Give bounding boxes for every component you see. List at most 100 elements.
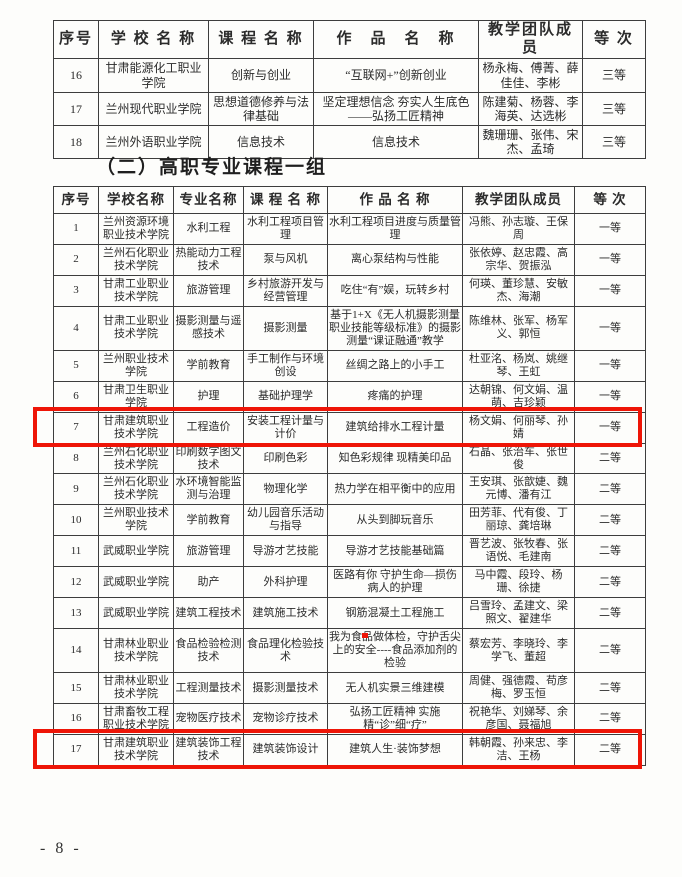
- table-cell: 3: [53, 274, 99, 307]
- table-cell: 二等: [574, 733, 646, 766]
- table-cell: 武威职业学院: [98, 597, 174, 630]
- table-cell: 18: [53, 124, 99, 160]
- table-row: 3 甘肃工业职业技术学院 旅游管理 乡村旅游开发与经营管理 吃住“有”娱，玩转乡村 何瑛、…: [53, 274, 646, 307]
- table-cell: 杜亚洺、杨岚、姚继琴、王虹: [462, 349, 575, 382]
- table-cell: 学前教育: [173, 504, 244, 537]
- table-cell: 物理化学: [243, 473, 328, 506]
- column-header: 等 次: [574, 186, 646, 214]
- table-cell: 13: [53, 597, 99, 630]
- table-row: 14 甘肃林业职业技术学院 食品检验检测技术 食品理化检验技术 我为食品做体检，守护舌尖…: [53, 628, 646, 674]
- table-cell: 韩朝霞、孙来忠、李洁、王杨: [462, 733, 575, 766]
- table-cell: 1: [53, 213, 99, 245]
- table-cell: 4: [53, 305, 99, 351]
- table-cell: 旅游管理: [173, 535, 244, 568]
- table-cell: 创新与创业: [208, 58, 314, 93]
- table-cell: 印刷数字图文技术: [173, 442, 244, 475]
- table-cell: 一等: [574, 349, 646, 382]
- table-row: 4 甘肃工业职业技术学院 摄影测量与遥感技术 摄影测量 基于1+X《无人机摄影测量职业技…: [53, 305, 646, 351]
- table-cell: 水利工程项目进度与质量管理: [327, 213, 463, 245]
- table-cell: 宠物诊疗技术: [243, 703, 328, 735]
- table-cell: 一等: [574, 243, 646, 276]
- table2-body: 1 兰州资源环境职业技术学院 水利工程 水利工程项目管理 水利工程项目进度与质量管理 冯熊…: [53, 213, 646, 766]
- table-cell: 知色彩规律 现精美印品: [327, 442, 463, 475]
- table-cell: 2: [53, 243, 99, 276]
- table-row: 13 武威职业学院 建筑工程技术 建筑施工技术 钢筋混凝土工程施工 吕雪玲、孟建文、梁照文…: [53, 597, 646, 630]
- table-cell: 魏珊珊、张伟、宋杰、孟琦: [478, 124, 583, 160]
- table-row: 16 甘肃畜牧工程职业技术学院 宠物医疗技术 宠物诊疗技术 弘扬工匠精神 实施精“诊”细…: [53, 703, 646, 735]
- table-cell: 热力学在相平衡中的应用: [327, 473, 463, 506]
- table-cell: 弘扬工匠精神 实施精“诊”细“疗”: [327, 703, 463, 735]
- table-cell: 泵与风机: [243, 243, 328, 276]
- table-cell: 医路有你 守护生命—损伤病人的护理: [327, 566, 463, 599]
- table-cell: 二等: [574, 703, 646, 735]
- table-cell: 兰州石化职业技术学院: [98, 442, 174, 475]
- table-cell: 14: [53, 628, 99, 674]
- table-row: 7 甘肃建筑职业技术学院 工程造价 安装工程计量与计价 建筑给排水工程计量 杨文娟、何丽琴…: [53, 411, 646, 444]
- table-cell: 马中霞、段玲、杨珊、徐捷: [462, 566, 575, 599]
- table-cell: 兰州现代职业学院: [98, 91, 209, 127]
- table-cell: 水利工程项目管理: [243, 213, 328, 245]
- table-cell: 杨文娟、何丽琴、孙婧: [462, 411, 575, 444]
- table-cell: 摄影测量与遥感技术: [173, 305, 244, 351]
- table-cell: 5: [53, 349, 99, 382]
- table-cell: 水利工程: [173, 213, 244, 245]
- table-cell: 杨永梅、傅菁、薛佳佳、李彬: [478, 58, 583, 93]
- table-cell: 冯熊、孙志璇、王保周: [462, 213, 575, 245]
- table-cell: 10: [53, 504, 99, 537]
- table-cell: 王安琪、张歆婕、魏元博、潘有江: [462, 473, 575, 506]
- table1-head: 序号学 校 名 称课 程 名 称作 品 名 称教学团队成员等 次: [53, 19, 646, 60]
- table-cell: 武威职业学院: [98, 566, 174, 599]
- column-header: 等 次: [582, 19, 646, 60]
- table-cell: 建筑装饰设计: [243, 733, 328, 766]
- column-header: 学 校 名 称: [98, 19, 209, 60]
- table-cell: 热能动力工程技术: [173, 243, 244, 276]
- table1-body: 16 甘肃能源化工职业学院 创新与创业 “互联网+”创新创业 杨永梅、傅菁、薛佳佳、李彬…: [53, 58, 646, 160]
- table-cell: 学前教育: [173, 349, 244, 382]
- table-cell: 田芳菲、代有俊、丁丽琼、龚培琳: [462, 504, 575, 537]
- table-cell: 乡村旅游开发与经营管理: [243, 274, 328, 307]
- table-row: 2 兰州石化职业技术学院 热能动力工程技术 泵与风机 离心泵结构与性能 张依婷、赵忠霞、高…: [53, 243, 646, 276]
- table-cell: 离心泵结构与性能: [327, 243, 463, 276]
- table-cell: 宠物医疗技术: [173, 703, 244, 735]
- table-cell: 水环境智能监测与治理: [173, 473, 244, 506]
- table-cell: 陈建菊、杨蓉、李海英、达选彬: [478, 91, 583, 127]
- column-header: 学校名称: [98, 186, 174, 214]
- table-cell: 祝艳华、刘娣琴、余彦国、聂福旭: [462, 703, 575, 735]
- table-cell: 摄影测量: [243, 305, 328, 351]
- table-cell: 信息技术: [313, 124, 479, 160]
- table-cell: 二等: [574, 672, 646, 704]
- table-cell: 导游才艺技能基础篇: [327, 535, 463, 568]
- table-cell: 三等: [582, 124, 646, 160]
- table-cell: 导游才艺技能: [243, 535, 328, 568]
- table-cell: 思想道德修养与法律基础: [208, 91, 314, 127]
- table-cell: 丝绸之路上的小手工: [327, 349, 463, 382]
- table-cell: 17: [53, 91, 99, 127]
- table-cell: 二等: [574, 473, 646, 506]
- table2-head: 序号 学校名称 专业名称课 程 名 称作 品 名 称教学团队成员等 次: [53, 186, 646, 214]
- table-cell: 一等: [574, 305, 646, 351]
- table-cell: 11: [53, 535, 99, 568]
- table-cell: 兰州外语职业学院: [98, 124, 209, 160]
- table-cell: 吃住“有”娱，玩转乡村: [327, 274, 463, 307]
- table-cell: 建筑工程技术: [173, 597, 244, 630]
- table-cell: 陈维林、张军、杨军义、郭恒: [462, 305, 575, 351]
- column-header: 教学团队成员: [462, 186, 575, 214]
- table-cell: 16: [53, 703, 99, 735]
- table-row: 10 兰州职业技术学院 学前教育 幼儿园音乐活动与指导 从头到脚玩音乐 田芳菲、代有俊、丁…: [53, 504, 646, 537]
- table-cell: 安装工程计量与计价: [243, 411, 328, 444]
- table-cell: 印刷色彩: [243, 442, 328, 475]
- table-cell: 17: [53, 733, 99, 766]
- table-cell: 旅游管理: [173, 274, 244, 307]
- table-cell: “互联网+”创新创业: [313, 58, 479, 93]
- column-header: 序号: [53, 19, 99, 60]
- vocational-major-course-group1-table: 序号 学校名称 专业名称课 程 名 称作 品 名 称教学团队成员等 次 1 兰州资源环…: [53, 186, 646, 766]
- table-cell: 食品理化检验技术: [243, 628, 328, 674]
- table-cell: 甘肃林业职业技术学院: [98, 672, 174, 704]
- higher-vocational-awards-table-continued: 序号学 校 名 称课 程 名 称作 品 名 称教学团队成员等 次 16 甘肃能源化…: [53, 19, 646, 160]
- page-number: - 8 -: [40, 840, 82, 857]
- table-row: 16 甘肃能源化工职业学院 创新与创业 “互联网+”创新创业 杨永梅、傅菁、薛佳佳、李彬…: [53, 58, 646, 93]
- table-cell: 石晶、张治车、张世俊: [462, 442, 575, 475]
- table-cell: 甘肃林业职业技术学院: [98, 628, 174, 674]
- table-cell: 武威职业学院: [98, 535, 174, 568]
- table-row: 1 兰州资源环境职业技术学院 水利工程 水利工程项目管理 水利工程项目进度与质量管理 冯熊…: [53, 213, 646, 245]
